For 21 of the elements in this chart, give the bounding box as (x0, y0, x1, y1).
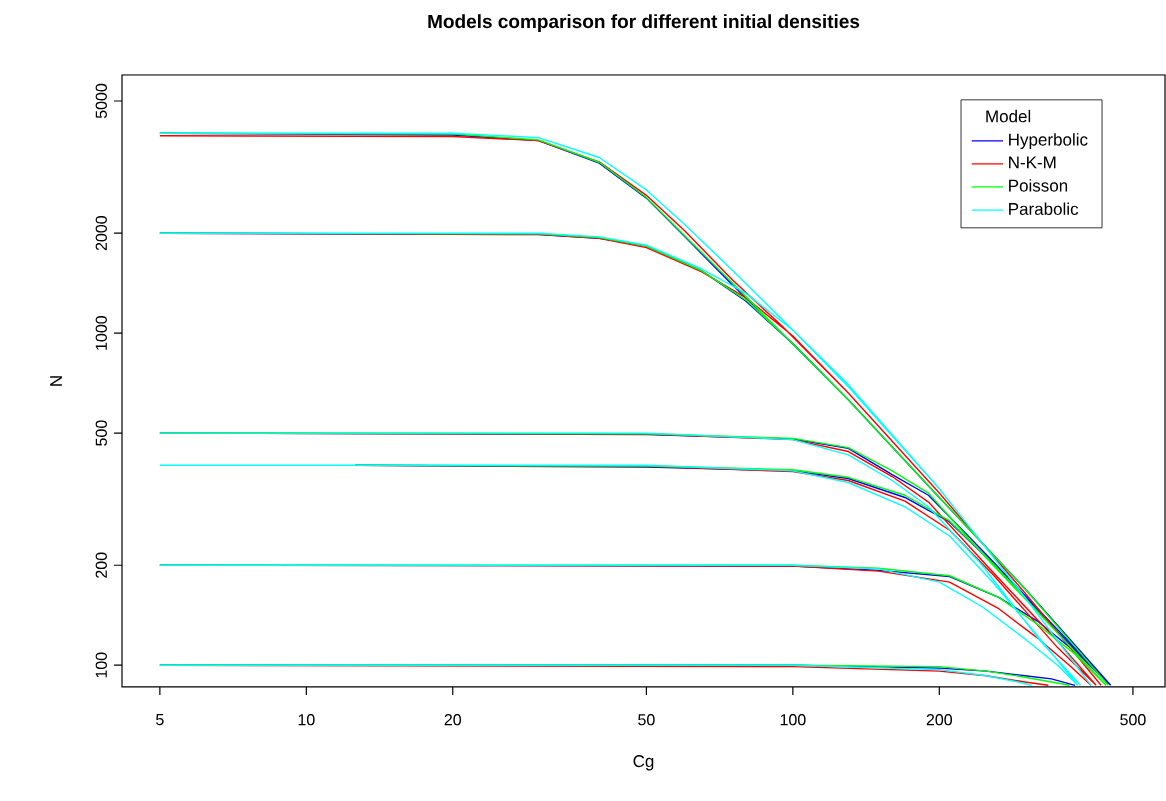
x-tick-label: 20 (444, 714, 462, 726)
legend-label: N-K-M (1009, 156, 1056, 169)
y-tick-label: 2000 (95, 216, 107, 251)
y-axis-title: N (50, 376, 62, 386)
legend-label: Poisson (1009, 179, 1068, 192)
y-tick-label: 100 (95, 652, 107, 678)
x-tick-label: 10 (298, 714, 315, 726)
y-tick-label: 200 (95, 552, 107, 578)
x-tick-label: 50 (638, 714, 655, 726)
legend-label: Parabolic (1009, 202, 1079, 215)
legend-label: Hyperbolic (1009, 133, 1088, 149)
x-tick-label: 100 (780, 714, 806, 726)
y-tick-label: 5000 (95, 83, 107, 119)
y-tick-label: 500 (95, 420, 107, 446)
legend-title: Model (986, 109, 1031, 123)
y-tick-label: 1000 (95, 315, 107, 350)
x-tick-label: 200 (926, 714, 953, 726)
x-axis-title: Cg (633, 755, 654, 771)
x-tick-label: 500 (1120, 714, 1146, 726)
chart-title: Models comparison for different initial densities (428, 14, 860, 32)
x-tick-label: 5 (156, 714, 164, 726)
